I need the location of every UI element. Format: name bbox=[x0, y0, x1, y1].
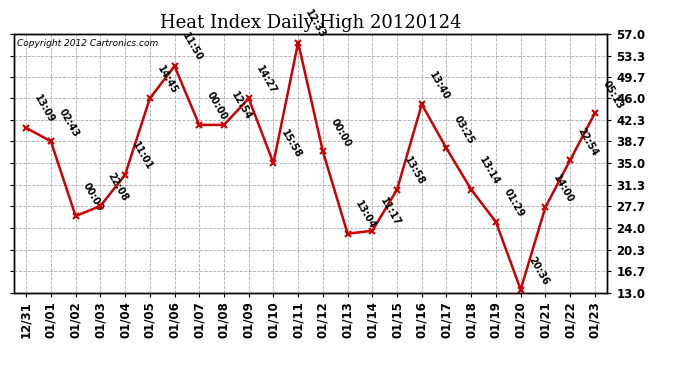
Text: 13:14: 13:14 bbox=[477, 155, 501, 187]
Text: Copyright 2012 Cartronics.com: Copyright 2012 Cartronics.com bbox=[17, 39, 158, 48]
Text: 03:25: 03:25 bbox=[452, 114, 476, 146]
Text: 13:58: 13:58 bbox=[402, 155, 427, 187]
Text: 20:36: 20:36 bbox=[526, 255, 551, 287]
Text: 11:01: 11:01 bbox=[130, 140, 155, 172]
Title: Heat Index Daily High 20120124: Heat Index Daily High 20120124 bbox=[160, 14, 461, 32]
Text: 13:04: 13:04 bbox=[353, 199, 377, 231]
Text: 00:00: 00:00 bbox=[205, 90, 229, 122]
Text: 14:00: 14:00 bbox=[551, 172, 575, 204]
Text: 22:54: 22:54 bbox=[575, 126, 600, 158]
Text: 15:58: 15:58 bbox=[279, 128, 303, 160]
Text: 13:40: 13:40 bbox=[427, 70, 451, 102]
Text: 11:17: 11:17 bbox=[378, 196, 402, 228]
Text: 14:45: 14:45 bbox=[155, 64, 179, 96]
Text: 22:08: 22:08 bbox=[106, 171, 130, 203]
Text: 13:09: 13:09 bbox=[32, 93, 56, 125]
Text: 05:13: 05:13 bbox=[600, 78, 624, 110]
Text: 00:00: 00:00 bbox=[328, 117, 353, 148]
Text: 01:29: 01:29 bbox=[502, 187, 526, 219]
Text: 12:33: 12:33 bbox=[304, 8, 328, 40]
Text: 00:00: 00:00 bbox=[81, 182, 106, 213]
Text: 12:54: 12:54 bbox=[230, 90, 254, 122]
Text: 11:50: 11:50 bbox=[180, 32, 204, 63]
Text: 02:43: 02:43 bbox=[57, 107, 81, 139]
Text: 14:27: 14:27 bbox=[254, 64, 278, 96]
